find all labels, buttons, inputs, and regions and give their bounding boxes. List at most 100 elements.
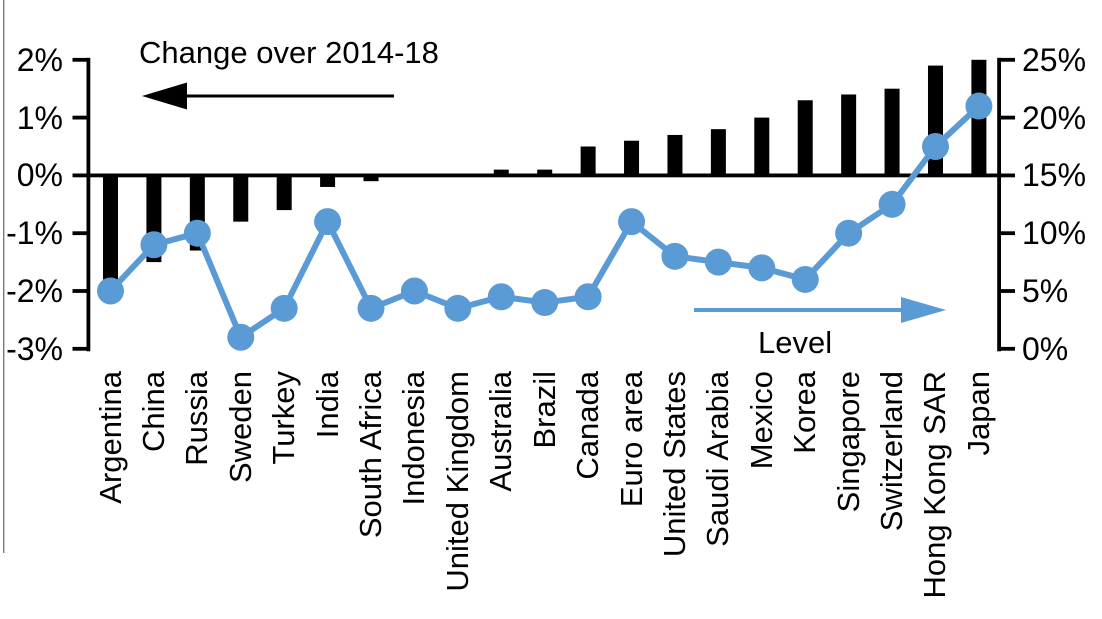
bar-korea	[797, 100, 813, 176]
left-axis-tick-label: 0%	[16, 157, 63, 194]
category-label-argentina: Argentina	[93, 371, 129, 504]
left-axis-tick	[72, 289, 87, 293]
category-label-text: Korea	[787, 371, 823, 454]
category-label-text: Indonesia	[396, 371, 432, 506]
bar-south-africa	[363, 175, 379, 182]
left-axis-tick-label: -2%	[6, 273, 63, 309]
left-axis-tick	[72, 231, 87, 236]
category-label-text: United Kingdom	[440, 371, 476, 592]
bar-series-arrow-left-head	[142, 82, 187, 110]
category-label-text: United States	[657, 371, 693, 558]
category-label-turkey: Turkey	[266, 371, 302, 465]
chart-edge-line	[3, 0, 5, 553]
category-label-japan: Japan	[961, 371, 997, 455]
left-axis-tick-label: 2%	[16, 41, 63, 78]
left-axis-tick-label: 1%	[16, 99, 63, 136]
category-label-text: Mexico	[743, 371, 779, 470]
category-label-text: Japan	[961, 371, 997, 456]
category-label-text: Switzerland	[874, 371, 910, 532]
category-label-text: Brazil	[526, 371, 562, 449]
category-label-text: China	[136, 371, 172, 452]
right-axis-tick-label: 20%	[1022, 99, 1087, 136]
left-axis-tick-label: -3%	[6, 330, 63, 367]
category-label-mexico: Mexico	[744, 371, 780, 469]
category-label-text: South Africa	[353, 371, 389, 539]
category-label-united-kingdom: United Kingdom	[440, 371, 476, 592]
category-label-saudi-arabia: Saudi Arabia	[701, 371, 737, 547]
level-marker-mexico	[748, 254, 776, 282]
line-series-arrow-right-head	[901, 297, 946, 323]
bar-australia	[493, 169, 509, 176]
left-axis-tick	[72, 57, 87, 62]
right-axis-tick	[1001, 231, 1015, 236]
level-marker-south-africa	[357, 294, 385, 322]
level-marker-sweden	[227, 323, 255, 351]
bar-united-states	[667, 134, 683, 176]
bar-euro-area	[624, 140, 640, 176]
bar-canada	[580, 146, 596, 176]
bar-series-annotation-label: Change over 2014-18	[139, 35, 439, 70]
bar-series-arrow-shaft	[184, 94, 394, 98]
level-marker-canada	[574, 283, 602, 311]
category-label-text: Argentina	[92, 371, 128, 504]
category-label-text: India	[309, 371, 345, 439]
level-marker-argentina	[97, 277, 124, 305]
level-marker-korea	[791, 265, 819, 293]
category-label-text: Australia	[483, 371, 519, 492]
level-marker-russia	[183, 219, 211, 247]
category-label-text: Euro area	[613, 371, 649, 508]
left-axis-tick	[72, 173, 87, 178]
left-axis-tick	[72, 346, 87, 351]
category-label-text: Sweden	[222, 371, 258, 484]
level-marker-singapore	[835, 219, 863, 247]
bar-saudi-arabia	[710, 129, 726, 176]
level-marker-japan	[965, 92, 993, 120]
bar-singapore	[841, 94, 857, 176]
category-label-text: Hong Kong SAR	[917, 371, 953, 599]
bar-sweden	[233, 175, 249, 222]
right-axis-tick	[1001, 57, 1015, 62]
category-label-text: Canada	[570, 371, 606, 480]
right-axis-tick-label: 25%	[1022, 41, 1087, 78]
category-label-china: China	[136, 371, 172, 452]
line-series-annotation-label: Level	[758, 325, 833, 360]
right-axis-tick-label: 10%	[1022, 215, 1087, 252]
right-axis-tick	[1001, 289, 1015, 293]
bar-mexico	[754, 117, 770, 176]
level-marker-india	[314, 208, 342, 236]
bar-argentina	[103, 175, 118, 280]
left-axis-spine	[86, 57, 91, 352]
level-marker-turkey	[270, 294, 298, 322]
category-label-singapore: Singapore	[831, 371, 867, 512]
bar-brazil	[537, 169, 553, 176]
bar-switzerland	[884, 88, 900, 176]
right-axis-tick-label: 5%	[1022, 273, 1069, 309]
category-label-united-states: United States	[657, 371, 693, 557]
level-marker-china	[140, 231, 168, 259]
right-axis-tick-label: 0%	[1022, 330, 1069, 367]
category-label-south-africa: South Africa	[353, 371, 389, 538]
bar-turkey	[276, 175, 292, 211]
category-label-russia: Russia	[180, 371, 216, 466]
line-series-arrow-shaft	[694, 308, 904, 312]
category-label-text: Russia	[179, 371, 215, 466]
category-label-text: Saudi Arabia	[700, 371, 736, 547]
level-marker-united-kingdom	[444, 294, 472, 322]
level-marker-australia	[487, 283, 515, 311]
level-marker-saudi-arabia	[704, 248, 732, 276]
right-axis-tick	[1001, 346, 1015, 351]
right-axis-spine	[997, 57, 1001, 352]
level-marker-indonesia	[400, 277, 428, 305]
category-label-brazil: Brazil	[527, 371, 563, 449]
zero-baseline	[86, 173, 1001, 178]
category-label-text: Singapore	[830, 371, 866, 513]
category-label-switzerland: Switzerland	[874, 371, 910, 531]
category-label-sweden: Sweden	[223, 371, 259, 483]
right-axis-tick-label: 15%	[1022, 157, 1087, 194]
level-marker-euro-area	[618, 208, 646, 236]
category-label-hong-kong-sar: Hong Kong SAR	[918, 371, 954, 598]
level-marker-hong-kong-sar	[921, 133, 949, 160]
right-axis-tick	[1001, 173, 1015, 178]
bar-india	[320, 175, 336, 187]
